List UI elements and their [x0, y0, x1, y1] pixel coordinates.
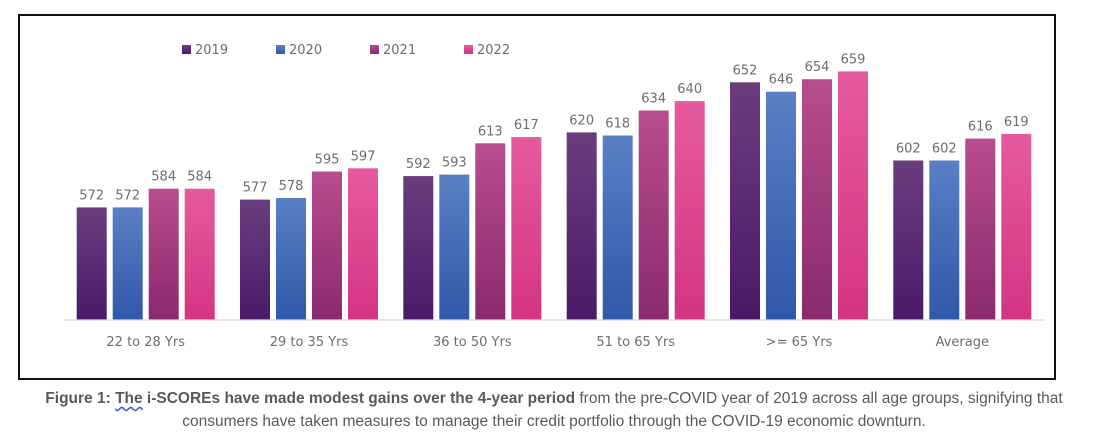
data-label-2022-1: 597 [351, 149, 376, 164]
legend-label-2021: 2021 [383, 43, 416, 58]
data-label-2019-0: 572 [79, 188, 104, 203]
data-label-2019-5: 602 [896, 142, 921, 157]
bar-2021-0 [148, 188, 179, 320]
bar-2019-2 [403, 176, 434, 320]
x-axis-ticks: 22 to 28 Yrs 29 to 35 Yrs 36 to 50 Yrs 51 t… [106, 335, 989, 350]
data-label-2020-3: 618 [605, 117, 630, 132]
data-label-2020-4: 646 [769, 73, 794, 88]
bar-2019-5 [893, 160, 924, 320]
bar-chart: 2019 2020 2021 2022 572 572 584 584 577 578 595 59… [64, 43, 1044, 350]
data-label-2021-1: 595 [315, 153, 340, 168]
bar-2022-2 [511, 137, 542, 320]
bar-2022-5 [1001, 133, 1032, 320]
bar-2019-4 [730, 82, 760, 320]
bar-2022-0 [184, 188, 215, 320]
data-label-2021-4: 654 [805, 60, 830, 75]
data-label-2022-0: 584 [187, 170, 212, 185]
data-label-2019-2: 592 [406, 157, 431, 172]
bar-2020-1 [276, 198, 306, 320]
bar-2019-1 [240, 199, 270, 320]
data-label-2021-0: 584 [151, 170, 176, 185]
legend-swatch-2019 [182, 45, 191, 54]
bar-2021-4 [802, 79, 832, 320]
chart-legend: 2019 2020 2021 2022 [182, 43, 510, 58]
bar-2020-3 [602, 135, 633, 320]
bar-2020-2 [439, 174, 470, 320]
data-label-2022-2: 617 [514, 118, 539, 133]
x-tick-label: >= 65 Yrs [766, 335, 833, 350]
data-label-2020-2: 593 [442, 156, 467, 171]
legend-label-2019: 2019 [195, 43, 228, 58]
legend-label-2022: 2022 [477, 43, 510, 58]
bar-2020-4 [766, 91, 796, 320]
bar-2022-1 [348, 168, 378, 320]
caption-body-text: from the pre-COVID year of 2019 across a… [182, 390, 1063, 430]
data-label-2021-5: 616 [968, 120, 993, 135]
bar-2021-5 [965, 138, 996, 320]
data-label-2020-0: 572 [115, 188, 140, 203]
data-label-2021-2: 613 [478, 124, 503, 139]
legend-swatch-2021 [370, 45, 379, 54]
bar-2021-3 [638, 110, 669, 320]
caption-spellcheck-word: The [115, 390, 143, 407]
data-label-2022-4: 659 [841, 52, 866, 67]
bar-2021-2 [475, 143, 506, 320]
data-label-2019-1: 577 [243, 181, 268, 196]
bars: 572 572 584 584 577 578 595 597 592 593 613 617 620 6… [76, 52, 1032, 321]
data-label-2022-5: 619 [1004, 115, 1029, 130]
data-label-2020-5: 602 [932, 142, 957, 157]
bar-2020-5 [929, 160, 960, 320]
x-tick-label: 36 to 50 Yrs [433, 335, 512, 350]
caption-bold-text: i-SCOREs have made modest gains over the… [142, 390, 576, 407]
data-label-2022-3: 640 [677, 82, 702, 97]
bar-2019-0 [76, 207, 107, 320]
bar-2022-3 [674, 101, 705, 320]
data-label-2021-3: 634 [641, 92, 666, 107]
data-label-2019-3: 620 [569, 113, 594, 128]
x-tick-label: Average [936, 335, 989, 350]
x-tick-label: 51 to 65 Yrs [596, 335, 675, 350]
bar-2022-4 [838, 71, 868, 321]
x-tick-label: 22 to 28 Yrs [106, 335, 185, 350]
data-label-2019-4: 652 [733, 63, 758, 78]
x-tick-label: 29 to 35 Yrs [270, 335, 349, 350]
legend-label-2020: 2020 [289, 43, 322, 58]
bar-2021-1 [312, 171, 342, 320]
bar-2020-0 [112, 207, 143, 320]
figure-caption: Figure 1: The i-SCOREs have made modest … [8, 387, 1100, 433]
legend-swatch-2020 [276, 45, 285, 54]
bar-2019-3 [566, 132, 597, 320]
chart-frame: 2019 2020 2021 2022 572 572 584 584 577 578 595 59… [18, 14, 1056, 380]
data-label-2020-1: 578 [279, 179, 304, 194]
caption-figure-label: Figure 1: [45, 390, 116, 407]
legend-swatch-2022 [464, 45, 473, 54]
